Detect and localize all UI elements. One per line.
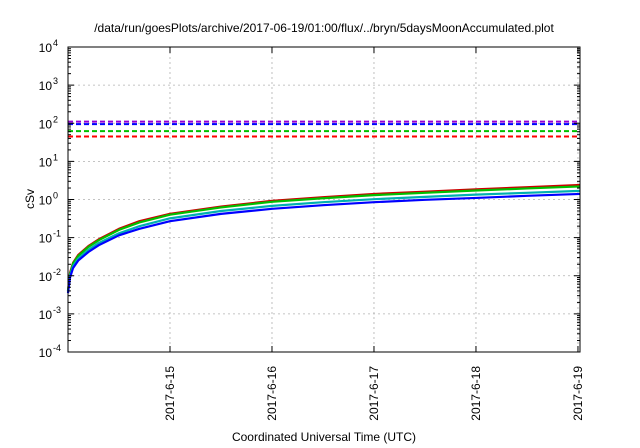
y-tick-base: 10 xyxy=(39,155,53,169)
y-tick-exponent: -1 xyxy=(53,229,61,239)
y-tick-exponent: 0 xyxy=(53,191,58,201)
x-tick-label: 2017-6-18 xyxy=(469,366,483,421)
x-axis-ticks: 2017-6-15 2017-6-16 2017-6-17 2017-6-18 2017… xyxy=(163,47,585,421)
x-tick-label: 2017-6-15 xyxy=(163,366,177,421)
y-tick-base: 10 xyxy=(39,79,53,93)
y-tick-label: 10 xyxy=(39,79,53,93)
series-line xyxy=(66,192,581,294)
y-tick-label: 10 xyxy=(39,155,53,169)
y-tick-base: 10 xyxy=(39,194,53,208)
series-group xyxy=(66,183,581,294)
y-tick-label: 10 xyxy=(39,308,53,322)
y-tick-label: 10 xyxy=(39,41,53,55)
series-line xyxy=(66,185,581,292)
y-tick-base: 10 xyxy=(39,117,53,131)
y-tick-base: 10 xyxy=(39,346,53,360)
y-tick-label: 10 xyxy=(39,346,53,360)
chart-title: /data/run/goesPlots/archive/2017-06-19/0… xyxy=(94,21,554,35)
y-tick-label: 10 xyxy=(39,270,53,284)
x-tick-label: 2017-6-16 xyxy=(265,366,279,421)
y-tick-exponent: -3 xyxy=(53,305,61,315)
x-tick-label: 2017-6-19 xyxy=(571,366,585,421)
y-tick-label: 10 xyxy=(39,194,53,208)
x-axis-label: Coordinated Universal Time (UTC) xyxy=(232,430,416,444)
y-tick-label: 10 xyxy=(39,117,53,131)
x-tick-label: 2017-6-17 xyxy=(367,366,381,421)
y-tick-exponent: 3 xyxy=(53,76,58,86)
y-tick-base: 10 xyxy=(39,308,53,322)
y-tick-exponent: 2 xyxy=(53,114,58,124)
y-tick-exponent: 4 xyxy=(53,38,58,48)
y-tick-exponent: -4 xyxy=(53,343,61,353)
reference-lines xyxy=(68,120,580,138)
y-tick-exponent: -2 xyxy=(53,267,61,277)
y-tick-exponent: 1 xyxy=(53,152,58,162)
y-axis-label: cSv xyxy=(23,189,37,209)
y-tick-label: 10 xyxy=(39,232,53,246)
y-tick-base: 10 xyxy=(39,270,53,284)
y-tick-base: 10 xyxy=(39,232,53,246)
y-tick-base: 10 xyxy=(39,41,53,55)
